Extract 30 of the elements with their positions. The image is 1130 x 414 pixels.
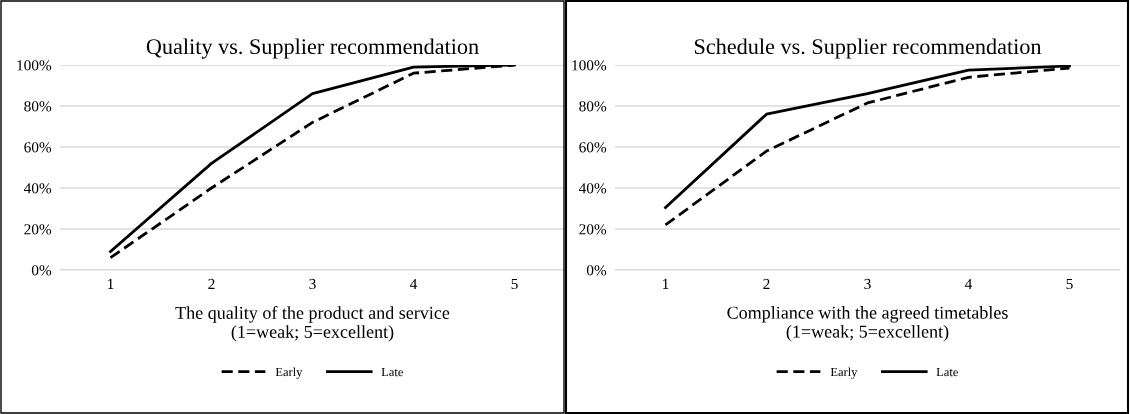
y-tick-label: 0% [586, 265, 607, 276]
y-tick-label: 60% [579, 142, 607, 153]
x-tick-label: 5 [1066, 278, 1073, 290]
x-tick-label: 2 [763, 278, 770, 289]
y-tick-label: 100% [572, 60, 607, 71]
x-tick-label: 1 [663, 278, 669, 289]
x-tick-label: 3 [864, 278, 871, 290]
x-tick-label: 3 [309, 278, 316, 290]
x-axis-title: The quality of the product and service (1=weak; 5=excellent) [175, 306, 450, 342]
legend-label: Early [275, 367, 303, 379]
x-tick-label: 4 [409, 278, 418, 289]
y-tick-label: 40% [23, 183, 52, 194]
x-axis-title: Compliance with the agreed timetables (1=weak; 5=excellent) [727, 306, 1008, 342]
legend-label: Late [936, 367, 958, 377]
legend-label: Late [381, 367, 403, 377]
y-tick-label: 100% [17, 60, 52, 71]
legend-label: Early [830, 367, 858, 379]
y-tick-label: 20% [24, 224, 52, 235]
chart-title: Schedule vs. Supplier recommendation [694, 38, 1042, 59]
x-tick-label: 2 [208, 278, 215, 289]
chart-title: Quality vs. Supplier recommendation [146, 38, 479, 59]
y-tick-label: 80% [579, 101, 607, 112]
y-tick-label: 0% [31, 265, 52, 276]
y-tick-label: 80% [24, 101, 52, 112]
x-tick-label: 4 [964, 278, 973, 289]
x-tick-label: 1 [108, 278, 114, 289]
y-tick-label: 40% [578, 183, 607, 194]
x-tick-label: 5 [511, 278, 518, 290]
y-tick-label: 20% [579, 224, 607, 235]
y-tick-label: 60% [24, 142, 52, 153]
